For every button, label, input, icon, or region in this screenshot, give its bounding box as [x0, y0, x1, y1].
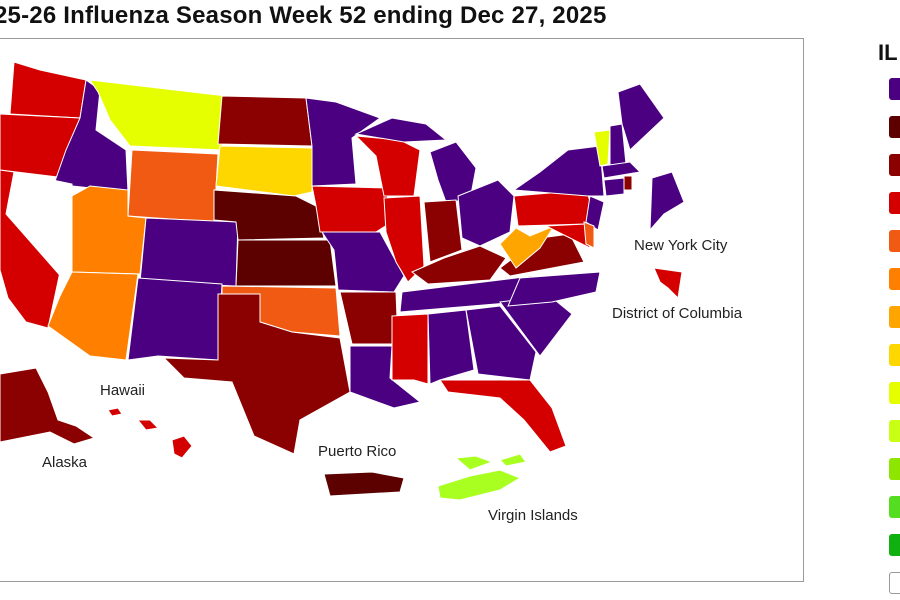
state-arizona[interactable] [47, 271, 139, 361]
state-texas[interactable] [162, 293, 351, 455]
state-kentucky[interactable] [411, 245, 507, 285]
legend-swatch [889, 268, 900, 290]
legend-swatch [889, 154, 900, 176]
state-rhode-island[interactable] [623, 175, 633, 191]
legend-swatch [889, 306, 900, 328]
legend-swatch [889, 382, 900, 404]
state-connecticut[interactable] [603, 177, 625, 197]
legend-swatch [889, 458, 900, 480]
legend-swatch [889, 572, 900, 594]
state-nevada[interactable] [5, 171, 73, 281]
state-michigan-upper[interactable] [354, 117, 448, 143]
state-new-mexico[interactable] [127, 277, 223, 361]
state-new-jersey[interactable] [585, 195, 605, 231]
legend-swatch [889, 496, 900, 518]
dc-inset[interactable] [653, 267, 683, 300]
label-hawaii: Hawaii [100, 382, 146, 399]
hawaii-islands[interactable] [107, 407, 123, 417]
state-wyoming[interactable] [127, 149, 219, 223]
state-alabama[interactable] [427, 309, 475, 385]
state-washington[interactable] [9, 61, 87, 119]
state-massachusetts[interactable] [601, 161, 642, 179]
legend-swatch [889, 420, 900, 442]
state-florida[interactable] [439, 379, 567, 453]
legend-swatch [889, 230, 900, 252]
state-maryland[interactable] [544, 223, 591, 249]
state-new-york[interactable] [512, 145, 605, 197]
label-alaska: Alaska [42, 454, 88, 471]
label-district-of-columbia: District of Columbia [612, 305, 743, 322]
hawaii-islands-2[interactable] [136, 419, 160, 431]
label-virgin-islands: Virgin Islands [488, 507, 578, 524]
map-title: 25-26 Influenza Season Week 52 ending De… [0, 2, 607, 29]
legend-title: IL [878, 40, 898, 65]
virgin-islands[interactable] [437, 469, 522, 501]
puerto-rico[interactable] [323, 471, 405, 497]
legend-swatch [889, 534, 900, 556]
state-mississippi[interactable] [391, 313, 429, 385]
legend-swatch [889, 344, 900, 366]
state-north-carolina[interactable] [507, 271, 601, 307]
virgin-islands-3[interactable] [499, 453, 527, 467]
state-minnesota[interactable] [305, 97, 382, 187]
state-indiana[interactable] [423, 199, 463, 263]
nyc-inset-east[interactable] [649, 171, 685, 232]
state-hawaii[interactable] [171, 435, 193, 459]
state-vermont[interactable] [593, 129, 611, 167]
state-colorado[interactable] [139, 217, 239, 287]
label-puerto-rico: Puerto Rico [318, 443, 397, 460]
legend-swatch [889, 78, 900, 100]
state-illinois[interactable] [383, 195, 425, 283]
legend-swatch [889, 192, 900, 214]
state-ohio[interactable] [457, 179, 515, 247]
state-kansas[interactable] [235, 239, 337, 287]
state-north-dakota[interactable] [217, 95, 313, 147]
state-iowa[interactable] [311, 185, 393, 233]
state-arkansas[interactable] [339, 291, 399, 345]
state-georgia[interactable] [465, 305, 537, 381]
state-nebraska[interactable] [213, 189, 325, 241]
label-new-york-city: New York City [634, 237, 728, 254]
legend-swatch [889, 116, 900, 138]
state-alaska[interactable] [0, 367, 96, 445]
state-south-dakota[interactable] [215, 145, 313, 197]
state-delaware[interactable] [583, 221, 595, 249]
state-maine[interactable] [617, 83, 665, 151]
virgin-islands-2[interactable] [454, 455, 494, 471]
